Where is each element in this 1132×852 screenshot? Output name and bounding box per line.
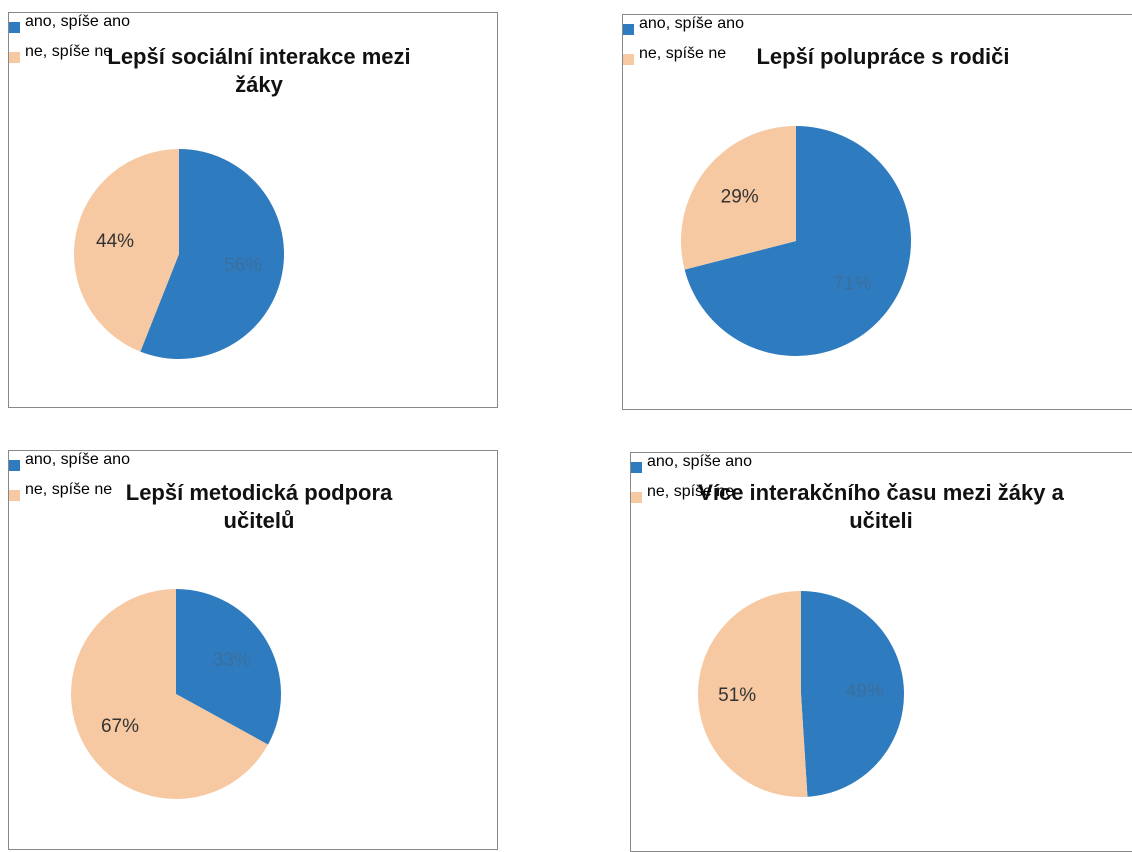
pie-slice [176, 589, 282, 745]
data-label: 51% [718, 685, 756, 706]
pie-slice [801, 591, 905, 797]
pie-slice [140, 149, 284, 359]
chart-title: Lepší polupráce s rodiči [756, 44, 1010, 69]
pie-slice [681, 126, 796, 270]
legend-item: ne, spíše ne [623, 45, 1132, 65]
legend-item: ne, spíše ne [9, 43, 497, 63]
data-label: 44% [96, 231, 134, 252]
legend-label: ano, spíše ano [25, 451, 130, 468]
legend: ano, spíše ano ne, spíše ne [9, 451, 497, 501]
data-label: 71% [833, 274, 871, 295]
legend: ano, spíše ano ne, spíše ne [623, 15, 1132, 65]
chart-panel: Více interakčního času mezi žáky a učite… [630, 452, 1132, 852]
pie-slice [71, 589, 269, 799]
pie-chart: 56% 44% [73, 149, 284, 359]
legend-swatch [631, 462, 642, 473]
chart-panel: Lepší sociální interakce mezi žáky 56% 44%… [8, 12, 498, 408]
chart-panel: Lepší polupráce s rodiči 71% 29% ano, spíše… [622, 14, 1132, 410]
legend-swatch [623, 54, 634, 65]
legend-label: ano, spíše ano [647, 453, 752, 470]
pie-slice [73, 149, 179, 352]
legend-label: ne, spíše ne [25, 43, 113, 60]
chart-title: Lepší sociální interakce mezi žáky [107, 44, 411, 97]
legend-item: ne, spíše ne [9, 481, 497, 501]
data-label: 56% [224, 255, 262, 276]
legend-swatch [631, 492, 642, 503]
chart-panel: Lepší metodická podpora učitelů 33% 67% ano… [8, 450, 498, 850]
legend-swatch [623, 24, 634, 35]
legend-label: ne, spíše ne [639, 45, 727, 62]
legend-item: ano, spíše ano [9, 13, 497, 33]
legend-item: ano, spíše ano [631, 453, 1132, 473]
legend-swatch [9, 460, 20, 471]
legend: ano, spíše ano ne, spíše ne [9, 13, 497, 63]
legend-swatch [9, 22, 20, 33]
pie-chart: 49% 51% [698, 591, 905, 797]
pie-chart: 33% 67% [71, 589, 282, 799]
legend-swatch [9, 490, 20, 501]
legend-label: ne, spíše ne [647, 483, 735, 500]
legend-swatch [9, 52, 20, 63]
pie-slice [684, 126, 911, 356]
data-label: 33% [213, 650, 251, 671]
chart-title: Více interakčního času mezi žáky a učite… [698, 480, 1064, 533]
legend-label: ne, spíše ne [25, 481, 113, 498]
pie-slice [698, 591, 808, 797]
legend: ano, spíše ano ne, spíše ne [631, 453, 1132, 503]
pie-chart: 71% 29% [681, 126, 911, 356]
legend-item: ano, spíše ano [623, 15, 1132, 35]
data-label: 29% [721, 186, 759, 207]
legend-label: ano, spíše ano [639, 15, 744, 32]
legend-item: ne, spíše ne [631, 483, 1132, 503]
data-label: 67% [101, 716, 139, 737]
chart-title: Lepší metodická podpora učitelů [125, 480, 393, 533]
data-label: 49% [846, 681, 884, 702]
legend-item: ano, spíše ano [9, 451, 497, 471]
legend-label: ano, spíše ano [25, 13, 130, 30]
